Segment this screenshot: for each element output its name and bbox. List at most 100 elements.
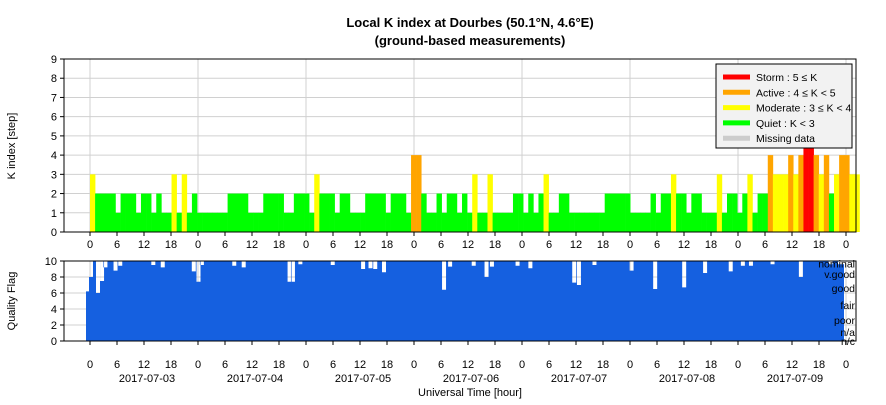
k-y-tick-label: 3 xyxy=(51,169,57,181)
k-bar xyxy=(828,193,835,232)
k-x-tick-label: 6 xyxy=(654,239,660,251)
k-bar xyxy=(411,155,417,232)
q-x-tick-label: 6 xyxy=(330,359,336,371)
k-bar xyxy=(487,174,493,232)
k-bar xyxy=(181,174,188,232)
k-bar xyxy=(558,193,565,232)
k-x-tick-label: 6 xyxy=(762,239,768,251)
k-bar xyxy=(197,212,203,232)
q-x-tick-label: 12 xyxy=(786,359,798,371)
k-bar xyxy=(232,193,239,232)
k-bar xyxy=(110,193,116,232)
k-bar xyxy=(803,135,809,232)
k-bar xyxy=(727,193,733,232)
q-x-tick-label: 0 xyxy=(627,359,633,371)
k-bar xyxy=(462,193,468,232)
k-y-tick-label: 6 xyxy=(51,112,57,124)
k-bar xyxy=(293,193,300,232)
k-bar xyxy=(227,193,233,232)
k-bar xyxy=(630,212,636,232)
x-axis-label: Universal Time [hour] xyxy=(418,387,522,399)
k-x-tick-label: 18 xyxy=(381,239,393,251)
k-bar xyxy=(120,193,126,232)
k-bar xyxy=(146,193,152,232)
k-bar xyxy=(370,193,376,232)
q-y-tick-label: 8 xyxy=(51,272,57,284)
q-y-tick-label: 6 xyxy=(51,288,57,300)
k-bar xyxy=(324,193,330,232)
k-x-tick-label: 12 xyxy=(570,239,582,251)
k-y-tick-label: 7 xyxy=(51,92,57,104)
q-y-tick-label: 10 xyxy=(45,256,57,268)
q-x-tick-label: 6 xyxy=(438,359,444,371)
k-bar xyxy=(757,193,763,232)
k-bar xyxy=(283,212,290,232)
legend-label: Storm : 5 ≤ K xyxy=(756,72,817,84)
chart-title: Local K index at Dourbes (50.1°N, 4.6°E) xyxy=(346,15,593,30)
k-bar xyxy=(854,174,860,232)
k-bar xyxy=(518,193,524,232)
k-bar xyxy=(385,212,391,232)
k-bar xyxy=(380,193,386,232)
k-x-tick-label: 0 xyxy=(411,239,417,251)
k-bar xyxy=(268,193,274,232)
q-x-tick-label: 0 xyxy=(519,359,525,371)
k-y-axis-label: K index [step] xyxy=(6,113,18,180)
k-bars xyxy=(90,116,860,232)
k-bar xyxy=(543,174,549,232)
date-label: 2017-07-04 xyxy=(227,373,283,385)
k-bar xyxy=(777,174,784,232)
q-x-tick-label: 0 xyxy=(411,359,417,371)
k-bar xyxy=(253,212,259,232)
k-bar xyxy=(191,193,198,232)
k-bar xyxy=(426,212,432,232)
k-x-tick-label: 6 xyxy=(222,239,228,251)
k-x-tick-label: 18 xyxy=(165,239,177,251)
k-bar xyxy=(140,193,147,232)
k-y-ticks: 0 1 2 3 4 5 6 7 8 9 xyxy=(51,54,64,239)
q-x-tick-label: 6 xyxy=(222,359,228,371)
k-bar xyxy=(716,174,723,232)
flag-label-vgood: v.good xyxy=(824,269,855,281)
k-bar xyxy=(242,193,249,232)
k-bar xyxy=(747,174,753,232)
date-label: 2017-07-03 xyxy=(119,373,175,385)
k-bar xyxy=(574,212,580,232)
q-x-tick-label: 0 xyxy=(87,359,93,371)
k-bar xyxy=(237,193,244,232)
k-bar xyxy=(808,116,814,232)
q-y-tick-label: 4 xyxy=(51,304,57,316)
k-bar xyxy=(767,155,774,232)
date-labels: 2017-07-03 2017-07-04 2017-07-05 2017-07-06… xyxy=(119,373,823,385)
q-x-tick-label: 6 xyxy=(114,359,120,371)
k-x-tick-label: 12 xyxy=(786,239,798,251)
k-bar xyxy=(691,193,697,232)
q-plot-frame xyxy=(63,260,857,342)
q-x-ticks: 0 6 12 18 0 6 12 18 0 6 12 18 0 6 12 18 0 6 12 18 0 6 12 18 0 6 12… xyxy=(87,341,849,371)
k-bar xyxy=(818,174,825,232)
k-x-tick-label: 6 xyxy=(114,239,120,251)
k-x-tick-label: 6 xyxy=(438,239,444,251)
k-bar xyxy=(278,193,284,232)
k-bar xyxy=(655,212,662,232)
q-x-tick-label: 18 xyxy=(813,359,825,371)
k-y-tick-label: 0 xyxy=(51,227,57,239)
k-bar xyxy=(732,193,738,232)
q-x-tick-label: 12 xyxy=(462,359,474,371)
k-bar xyxy=(339,193,346,232)
k-bar xyxy=(441,212,448,232)
k-bar xyxy=(569,212,575,232)
k-bar xyxy=(533,212,539,232)
k-bar xyxy=(161,212,167,232)
k-bar xyxy=(538,193,544,232)
k-bar xyxy=(222,212,228,232)
k-bar xyxy=(151,212,157,232)
q-x-tick-label: 12 xyxy=(570,359,582,371)
k-bar xyxy=(619,193,626,232)
k-x-tick-label: 18 xyxy=(705,239,717,251)
k-bar xyxy=(436,193,442,232)
k-bar xyxy=(298,193,305,232)
q-x-tick-label: 18 xyxy=(705,359,717,371)
